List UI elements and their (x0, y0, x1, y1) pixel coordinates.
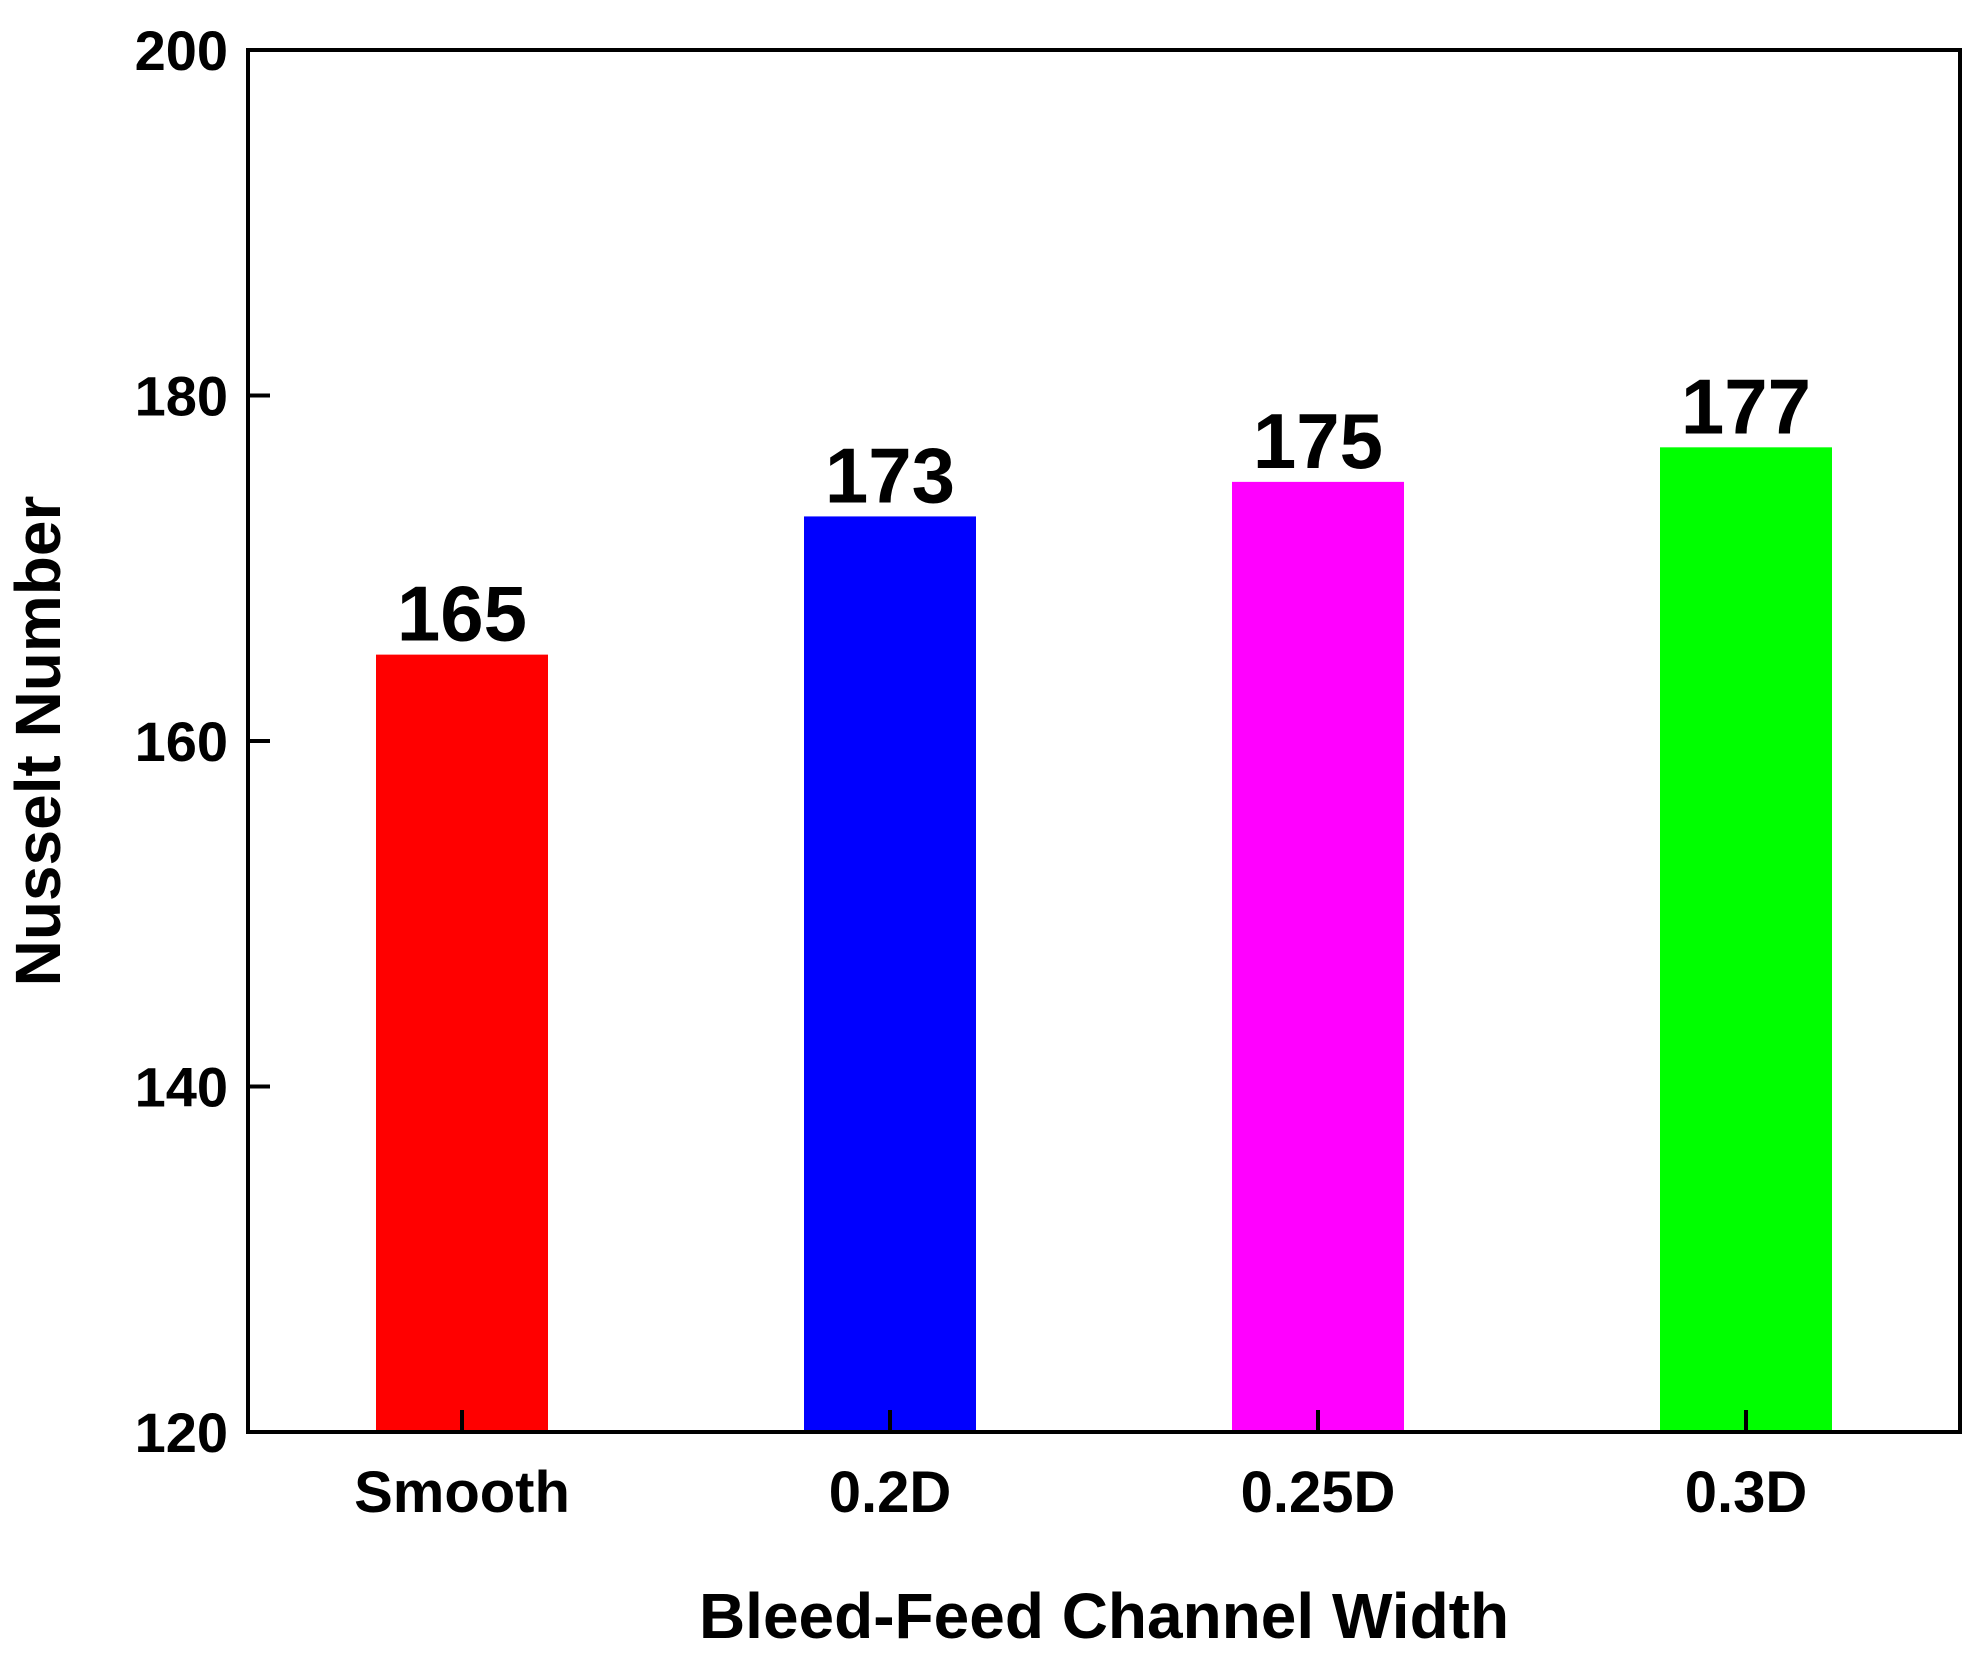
bar-value-label: 177 (1681, 362, 1811, 450)
bar-value-label: 175 (1253, 397, 1383, 485)
x-category-label: 0.2D (829, 1460, 952, 1525)
y-tick-label: 200 (135, 19, 228, 82)
y-axis-title: Nusselt Number (2, 496, 74, 987)
x-category-label: 0.3D (1685, 1460, 1808, 1525)
bar (1232, 481, 1404, 1432)
y-tick-label: 180 (135, 365, 228, 428)
bar-value-label: 165 (397, 570, 527, 658)
bars-layer (376, 447, 1832, 1432)
x-category-label: Smooth (354, 1460, 570, 1525)
bar (804, 516, 976, 1432)
x-axis-title: Bleed-Feed Channel Width (699, 1580, 1509, 1652)
bar-value-label: 173 (825, 431, 955, 519)
x-category-label: 0.25D (1241, 1460, 1396, 1525)
labels-layer: 120 140 160 180 200 Smooth 165 0.2D 173 0.25D 175 0… (135, 19, 1812, 1525)
bar (1660, 447, 1832, 1432)
y-tick-label: 140 (135, 1056, 228, 1119)
y-tick-label: 160 (135, 710, 228, 773)
y-tick-label: 120 (135, 1401, 228, 1464)
bar (376, 654, 548, 1432)
ticks-layer (248, 48, 1748, 1434)
